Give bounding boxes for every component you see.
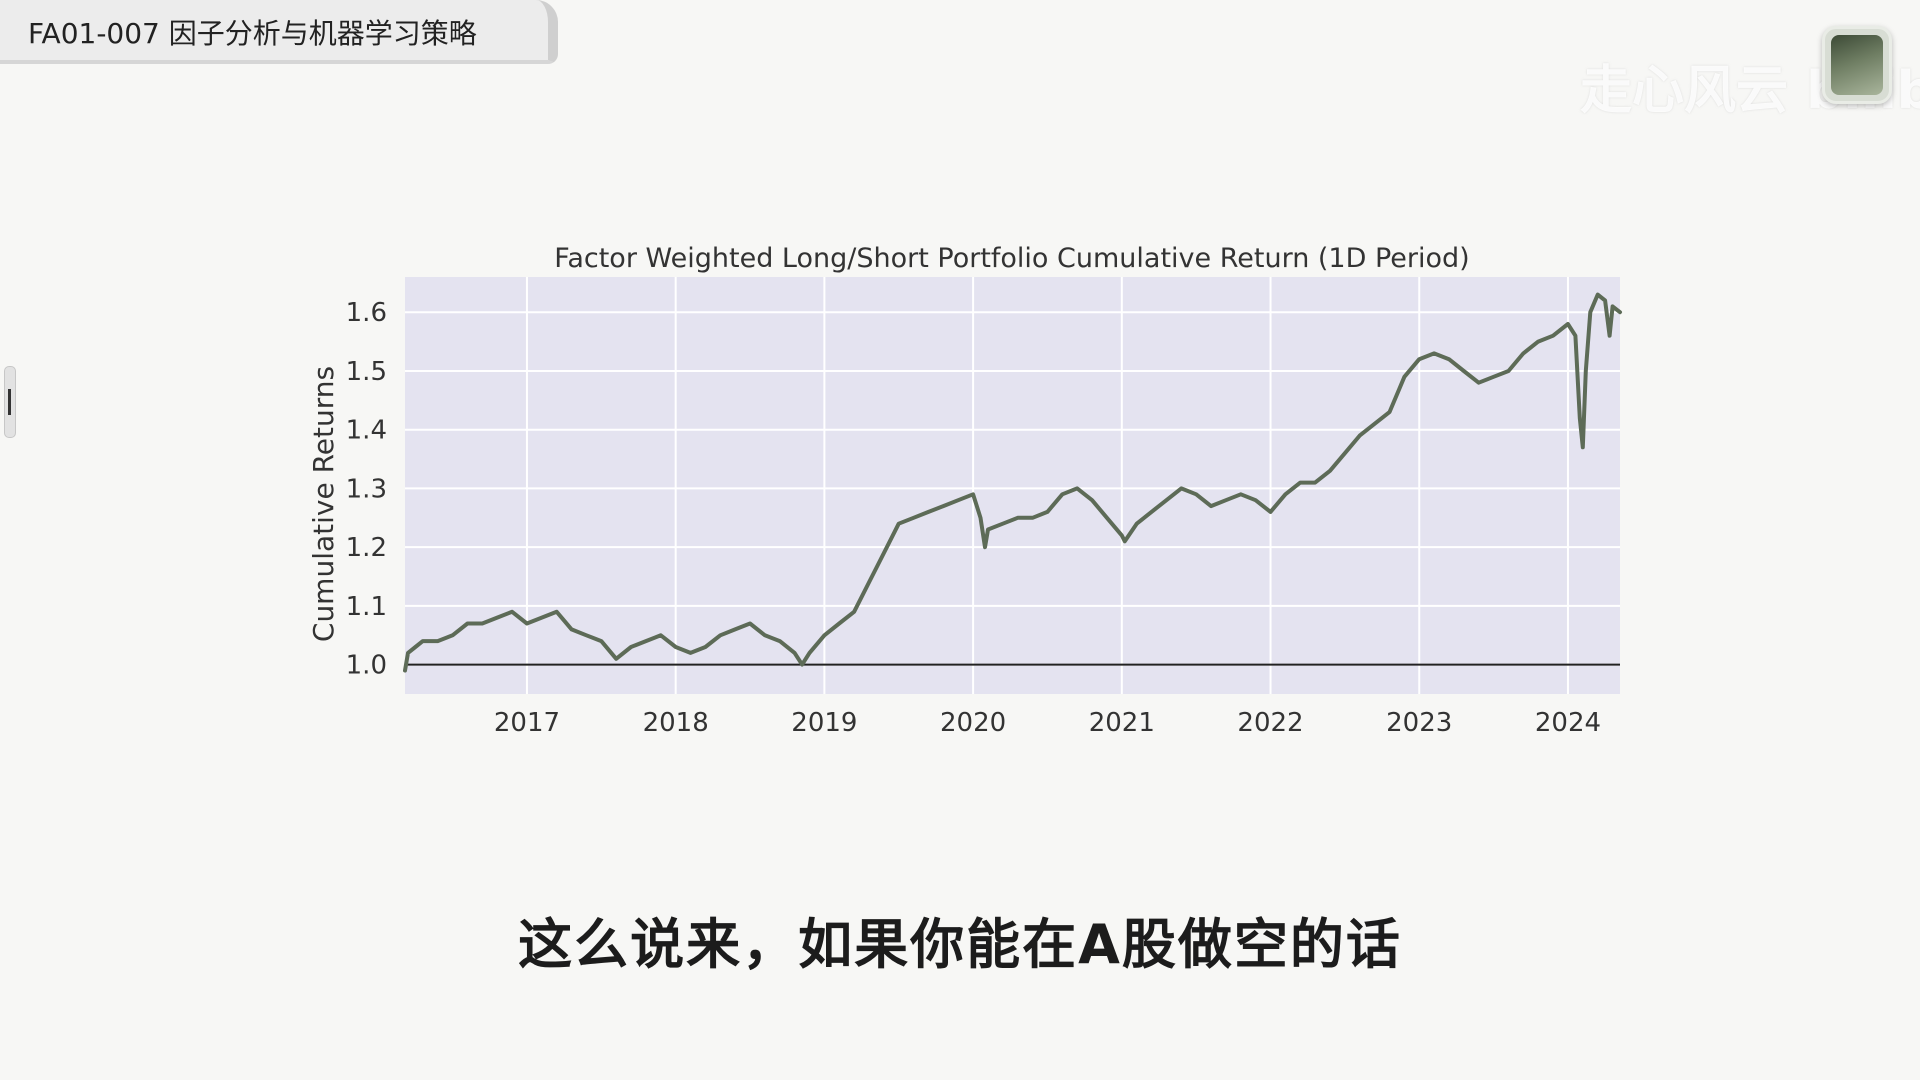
avatar-image: [1831, 35, 1883, 95]
chart-title: Factor Weighted Long/Short Portfolio Cum…: [554, 243, 1469, 274]
x-tick-label: 2022: [1237, 708, 1303, 738]
course-title: FA01-007 因子分析与机器学习策略: [28, 17, 477, 50]
x-tick-label: 2020: [940, 708, 1006, 738]
y-tick-label: 1.4: [346, 416, 387, 446]
y-tick-label: 1.0: [346, 651, 387, 681]
plot-area: [405, 277, 1620, 694]
side-drag-handle[interactable]: [4, 366, 16, 438]
handle-grip-icon: [8, 389, 11, 415]
cumulative-return-line: [403, 292, 1622, 673]
y-axis-label: Cumulative Returns: [307, 366, 340, 642]
y-tick-label: 1.2: [346, 533, 387, 563]
y-tick-label: 1.3: [346, 474, 387, 504]
x-tick-label: 2019: [791, 708, 857, 738]
y-tick-labels: 1.0 1.1 1.2 1.3 1.4 1.5 1.6: [346, 298, 387, 680]
x-tick-label: 2018: [643, 708, 709, 738]
x-tick-label: 2023: [1386, 708, 1452, 738]
x-tick-label: 2024: [1535, 708, 1601, 738]
y-tick-label: 1.5: [346, 357, 387, 387]
series-layer: [403, 292, 1622, 673]
channel-avatar: [1822, 26, 1892, 104]
y-tick-label: 1.6: [346, 298, 387, 328]
y-tick-label: 1.1: [346, 592, 387, 622]
course-title-tab: FA01-007 因子分析与机器学习策略: [0, 0, 558, 64]
video-subtitle: 这么说来，如果你能在A股做空的话: [518, 913, 1402, 976]
x-tick-label: 2017: [494, 708, 560, 738]
x-tick-label: 2021: [1089, 708, 1155, 738]
x-tick-labels: 2017 2018 2019 2020 2021 2022 2023 2024: [494, 708, 1601, 738]
